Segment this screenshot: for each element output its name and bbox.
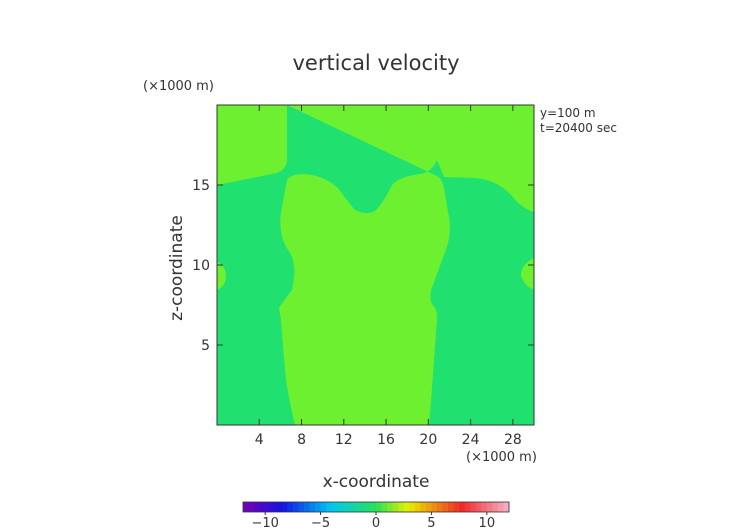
colorbar-cell [265, 502, 272, 512]
y-tick-label: 5 [201, 338, 210, 354]
colorbar-cell [481, 502, 488, 512]
annotation-time: t=20400 sec [540, 121, 617, 135]
colorbar-cell [387, 502, 394, 512]
x-tick-label: 28 [504, 432, 522, 448]
colorbar-cell [448, 502, 455, 512]
colorbar-cell [315, 502, 322, 512]
chart-title: vertical velocity [292, 51, 459, 75]
y-axis-title: z-coordinate [167, 215, 187, 321]
x-tick-label: 20 [419, 432, 437, 448]
colorbar-cell [292, 502, 299, 512]
colorbar-cell [381, 502, 388, 512]
colorbar-cell [309, 502, 316, 512]
region-updraft-left-edge [217, 262, 226, 290]
colorbar-tick-label: 5 [427, 516, 435, 531]
x-tick-label: 24 [462, 432, 480, 448]
colorbar-cell [331, 502, 338, 512]
region-updraft-right-top [437, 105, 534, 212]
colorbar-cell [342, 502, 349, 512]
colorbar-cell [353, 502, 360, 512]
colorbar-cell [409, 502, 416, 512]
colorbar-cell [243, 502, 250, 512]
colorbar-cell [254, 502, 261, 512]
colorbar-cell [414, 502, 421, 512]
colorbar-cell [431, 502, 438, 512]
colorbar-cell [281, 502, 288, 512]
x-tick-label: 12 [335, 432, 353, 448]
x-axis: 4 8 12 16 20 24 28 [255, 105, 522, 448]
y-unit-label: (×1000 m) [143, 79, 214, 94]
colorbar-tick-label: 10 [479, 516, 496, 531]
colorbar-cell [298, 502, 305, 512]
colorbar-tick-label: 0 [372, 516, 380, 531]
x-tick-label: 8 [297, 432, 306, 448]
y-tick-label: 10 [192, 258, 210, 274]
region-updraft-right-edge [521, 258, 534, 290]
colorbar-cell [320, 502, 327, 512]
colorbar-cell [398, 502, 405, 512]
colorbar-cell [364, 502, 371, 512]
colorbar-cell [348, 502, 355, 512]
colorbar-cell [259, 502, 266, 512]
annotation-y-level: y=100 m [540, 106, 596, 120]
colorbar-cell [420, 502, 427, 512]
colorbar-cell [503, 502, 510, 512]
region-updraft-center [279, 105, 450, 425]
y-axis: 5 10 15 [192, 178, 534, 354]
colorbar-cell [337, 502, 344, 512]
colorbar [242, 501, 510, 513]
plot-area [216, 104, 535, 426]
x-tick-label: 4 [255, 432, 264, 448]
colorbar-cell [287, 502, 294, 512]
colorbar-cell [276, 502, 283, 512]
colorbar-cell [425, 502, 432, 512]
colorbar-cell [470, 502, 477, 512]
colorbar-ticks: −10 −5 0 5 10 [251, 512, 495, 531]
x-tick-label: 16 [377, 432, 395, 448]
colorbar-cell [370, 502, 377, 512]
colorbar-cell [453, 502, 460, 512]
colorbar-cell [442, 502, 449, 512]
colorbar-cell [492, 502, 499, 512]
colorbar-cell [497, 502, 504, 512]
colorbar-cell [392, 502, 399, 512]
colorbar-cell [359, 502, 366, 512]
colorbar-cell [486, 502, 493, 512]
colorbar-cell [475, 502, 482, 512]
colorbar-tick-label: −10 [251, 516, 278, 531]
colorbar-tick-label: −5 [311, 516, 330, 531]
region-updraft-left-top [217, 105, 287, 185]
x-axis-title: x-coordinate [323, 472, 430, 492]
colorbar-cell [464, 502, 471, 512]
colorbar-cell [403, 502, 410, 512]
colorbar-cell [270, 502, 277, 512]
x-unit-label: (×1000 m) [466, 450, 537, 465]
colorbar-cell [303, 502, 310, 512]
colorbar-cell [248, 502, 255, 512]
y-tick-label: 15 [192, 178, 210, 194]
colorbar-cell [459, 502, 466, 512]
colorbar-cell [436, 502, 443, 512]
colorbar-cell [326, 502, 333, 512]
colorbar-cell [376, 502, 383, 512]
